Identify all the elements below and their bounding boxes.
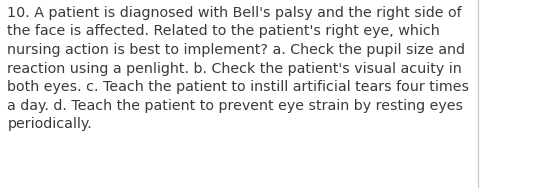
Text: 10. A patient is diagnosed with Bell's palsy and the right side of
the face is a: 10. A patient is diagnosed with Bell's p… [7, 6, 469, 131]
